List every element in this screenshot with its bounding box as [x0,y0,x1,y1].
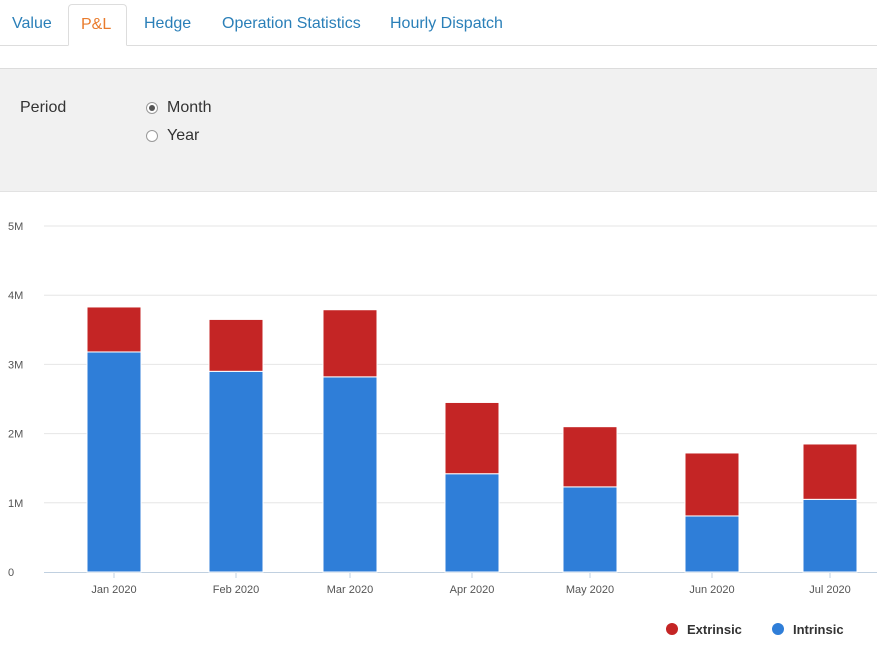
x-tick-label: Jun 2020 [689,584,734,596]
bar-extrinsic-may-2020 [562,426,618,488]
x-tick-label: Apr 2020 [450,584,495,596]
tab-pnl[interactable]: P&L [68,4,127,46]
bar-extrinsic-apr-2020 [444,401,500,475]
pnl-stacked-bar-chart: 0 1M 2M 3M 4M 5M Jan 2020 Feb 2020 Mar 2020 Apr 2… [8,221,877,637]
y-tick-label: 0 [8,567,14,579]
bar-intrinsic-jun-2020 [684,515,740,573]
bar-intrinsic-jan-2020 [86,351,142,573]
bar-extrinsic-jul-2020 [802,443,858,500]
y-tick-label: 5M [8,221,23,233]
period-label: Period [20,99,67,116]
y-tick-label: 4M [8,290,23,302]
legend-marker-extrinsic [666,623,678,635]
tab-hedge[interactable]: Hedge [144,15,192,32]
x-tick-label: Jan 2020 [91,584,136,596]
tab-bar: Value P&L Hedge Operation Statistics Hou… [0,0,877,46]
legend-marker-intrinsic [772,623,784,635]
x-tick-label: May 2020 [566,584,614,596]
legend-label-intrinsic: Intrinsic [793,622,844,637]
period-option-year[interactable]: Year [146,127,199,145]
month-radio-label: Month [167,99,212,116]
bar-intrinsic-mar-2020 [322,376,378,573]
bar-intrinsic-may-2020 [562,486,618,573]
bar-extrinsic-mar-2020 [322,309,378,378]
x-tick-label: Mar 2020 [327,584,373,596]
bar-extrinsic-jan-2020 [86,306,142,353]
y-tick-label: 1M [8,498,23,510]
bar-intrinsic-feb-2020 [208,370,264,573]
y-tick-label: 2M [8,429,23,441]
period-option-month[interactable]: Month [146,99,211,117]
x-tick-label: Feb 2020 [213,584,259,596]
bar-intrinsic-apr-2020 [444,473,500,573]
filter-panel: Period Month Year [0,68,877,192]
bar-extrinsic-jun-2020 [684,452,740,517]
month-radio[interactable] [146,102,158,114]
legend-label-extrinsic: Extrinsic [687,622,742,637]
x-tick-label: Jul 2020 [809,584,851,596]
y-tick-label: 3M [8,359,23,371]
year-radio-label: Year [167,127,200,144]
bar-intrinsic-jul-2020 [802,498,858,573]
tab-operation-statistics[interactable]: Operation Statistics [222,15,361,32]
tab-value[interactable]: Value [12,15,52,32]
bar-extrinsic-feb-2020 [208,318,264,372]
year-radio[interactable] [146,130,158,142]
tab-hourly-dispatch[interactable]: Hourly Dispatch [390,15,503,32]
